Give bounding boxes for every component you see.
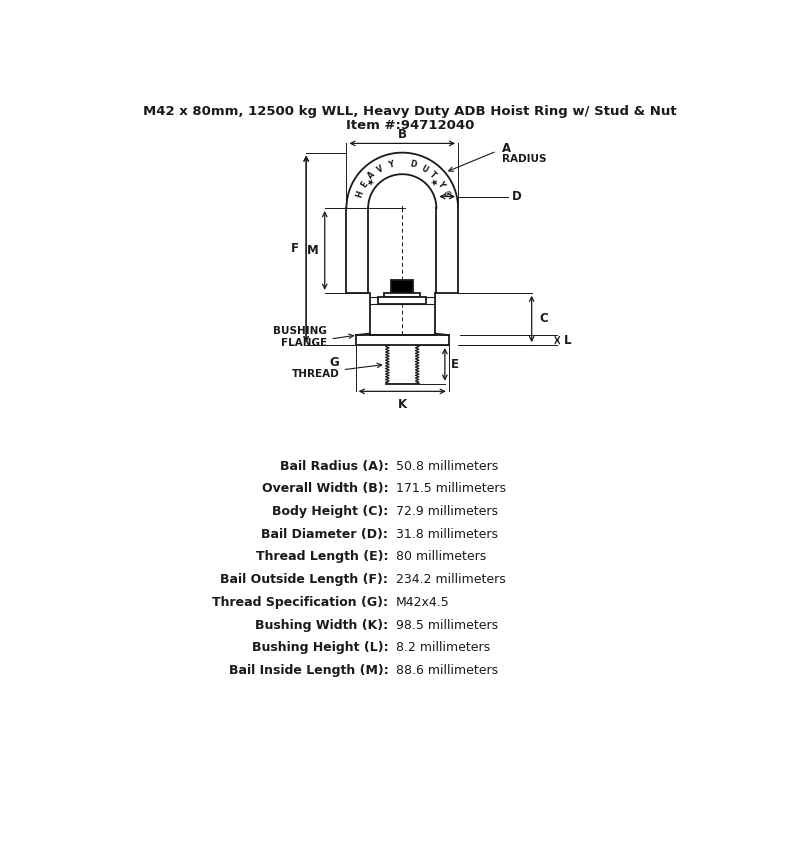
Text: 72.9 millimeters: 72.9 millimeters [396,505,498,518]
Text: Thread Length (E):: Thread Length (E): [256,551,388,563]
Text: Bail Outside Length (F):: Bail Outside Length (F): [221,573,388,586]
Text: A: A [366,170,377,181]
Text: M42x4.5: M42x4.5 [396,596,450,609]
Text: Bail Diameter (D):: Bail Diameter (D): [262,528,388,541]
Text: Y: Y [387,160,394,170]
Text: Thread Specification (G):: Thread Specification (G): [212,596,388,609]
Text: M: M [306,244,318,257]
Text: 80 millimeters: 80 millimeters [396,551,486,563]
Text: G: G [330,355,339,369]
Text: Bail Inside Length (M):: Bail Inside Length (M): [229,664,388,677]
Text: V: V [376,163,386,174]
Text: RADIUS: RADIUS [502,154,546,164]
Text: Bushing Height (L):: Bushing Height (L): [252,642,388,654]
Text: Item #:94712040: Item #:94712040 [346,120,474,132]
Text: ★: ★ [427,176,439,189]
Text: BUSHING: BUSHING [273,326,327,336]
Text: Bail Radius (A):: Bail Radius (A): [279,460,388,472]
Bar [378,296,426,304]
Text: A: A [502,141,511,155]
Text: Y: Y [435,179,446,189]
Text: 171.5 millimeters: 171.5 millimeters [396,482,506,495]
Text: 50.8 millimeters: 50.8 millimeters [396,460,498,472]
Text: Overall Width (B):: Overall Width (B): [262,482,388,495]
Text: 88.6 millimeters: 88.6 millimeters [396,664,498,677]
Text: U: U [419,163,429,174]
Text: M42 x 80mm, 12500 kg WLL, Heavy Duty ADB Hoist Ring w/ Stud & Nut: M42 x 80mm, 12500 kg WLL, Heavy Duty ADB… [143,105,677,119]
Bar [385,293,420,296]
Text: 98.5 millimeters: 98.5 millimeters [396,619,498,632]
Text: D: D [410,160,418,170]
Text: ★: ★ [366,176,378,189]
Text: FLANGE: FLANGE [281,338,327,348]
Text: Bushing Width (K):: Bushing Width (K): [255,619,388,632]
Text: 8.2 millimeters: 8.2 millimeters [396,642,490,654]
Text: THREAD: THREAD [292,369,339,379]
Bar [391,280,413,293]
Text: 31.8 millimeters: 31.8 millimeters [396,528,498,541]
Text: F: F [290,242,298,255]
Text: Body Height (C):: Body Height (C): [272,505,388,518]
Text: K: K [398,398,407,411]
Text: D: D [512,190,522,203]
Text: 234.2 millimeters: 234.2 millimeters [396,573,506,586]
Text: E: E [359,179,370,189]
Text: ®: ® [439,189,450,200]
Text: B: B [398,129,406,141]
Text: C: C [539,312,548,326]
Text: T: T [428,170,438,181]
Text: H: H [354,189,365,199]
Text: L: L [563,333,571,347]
Text: E: E [451,358,459,370]
